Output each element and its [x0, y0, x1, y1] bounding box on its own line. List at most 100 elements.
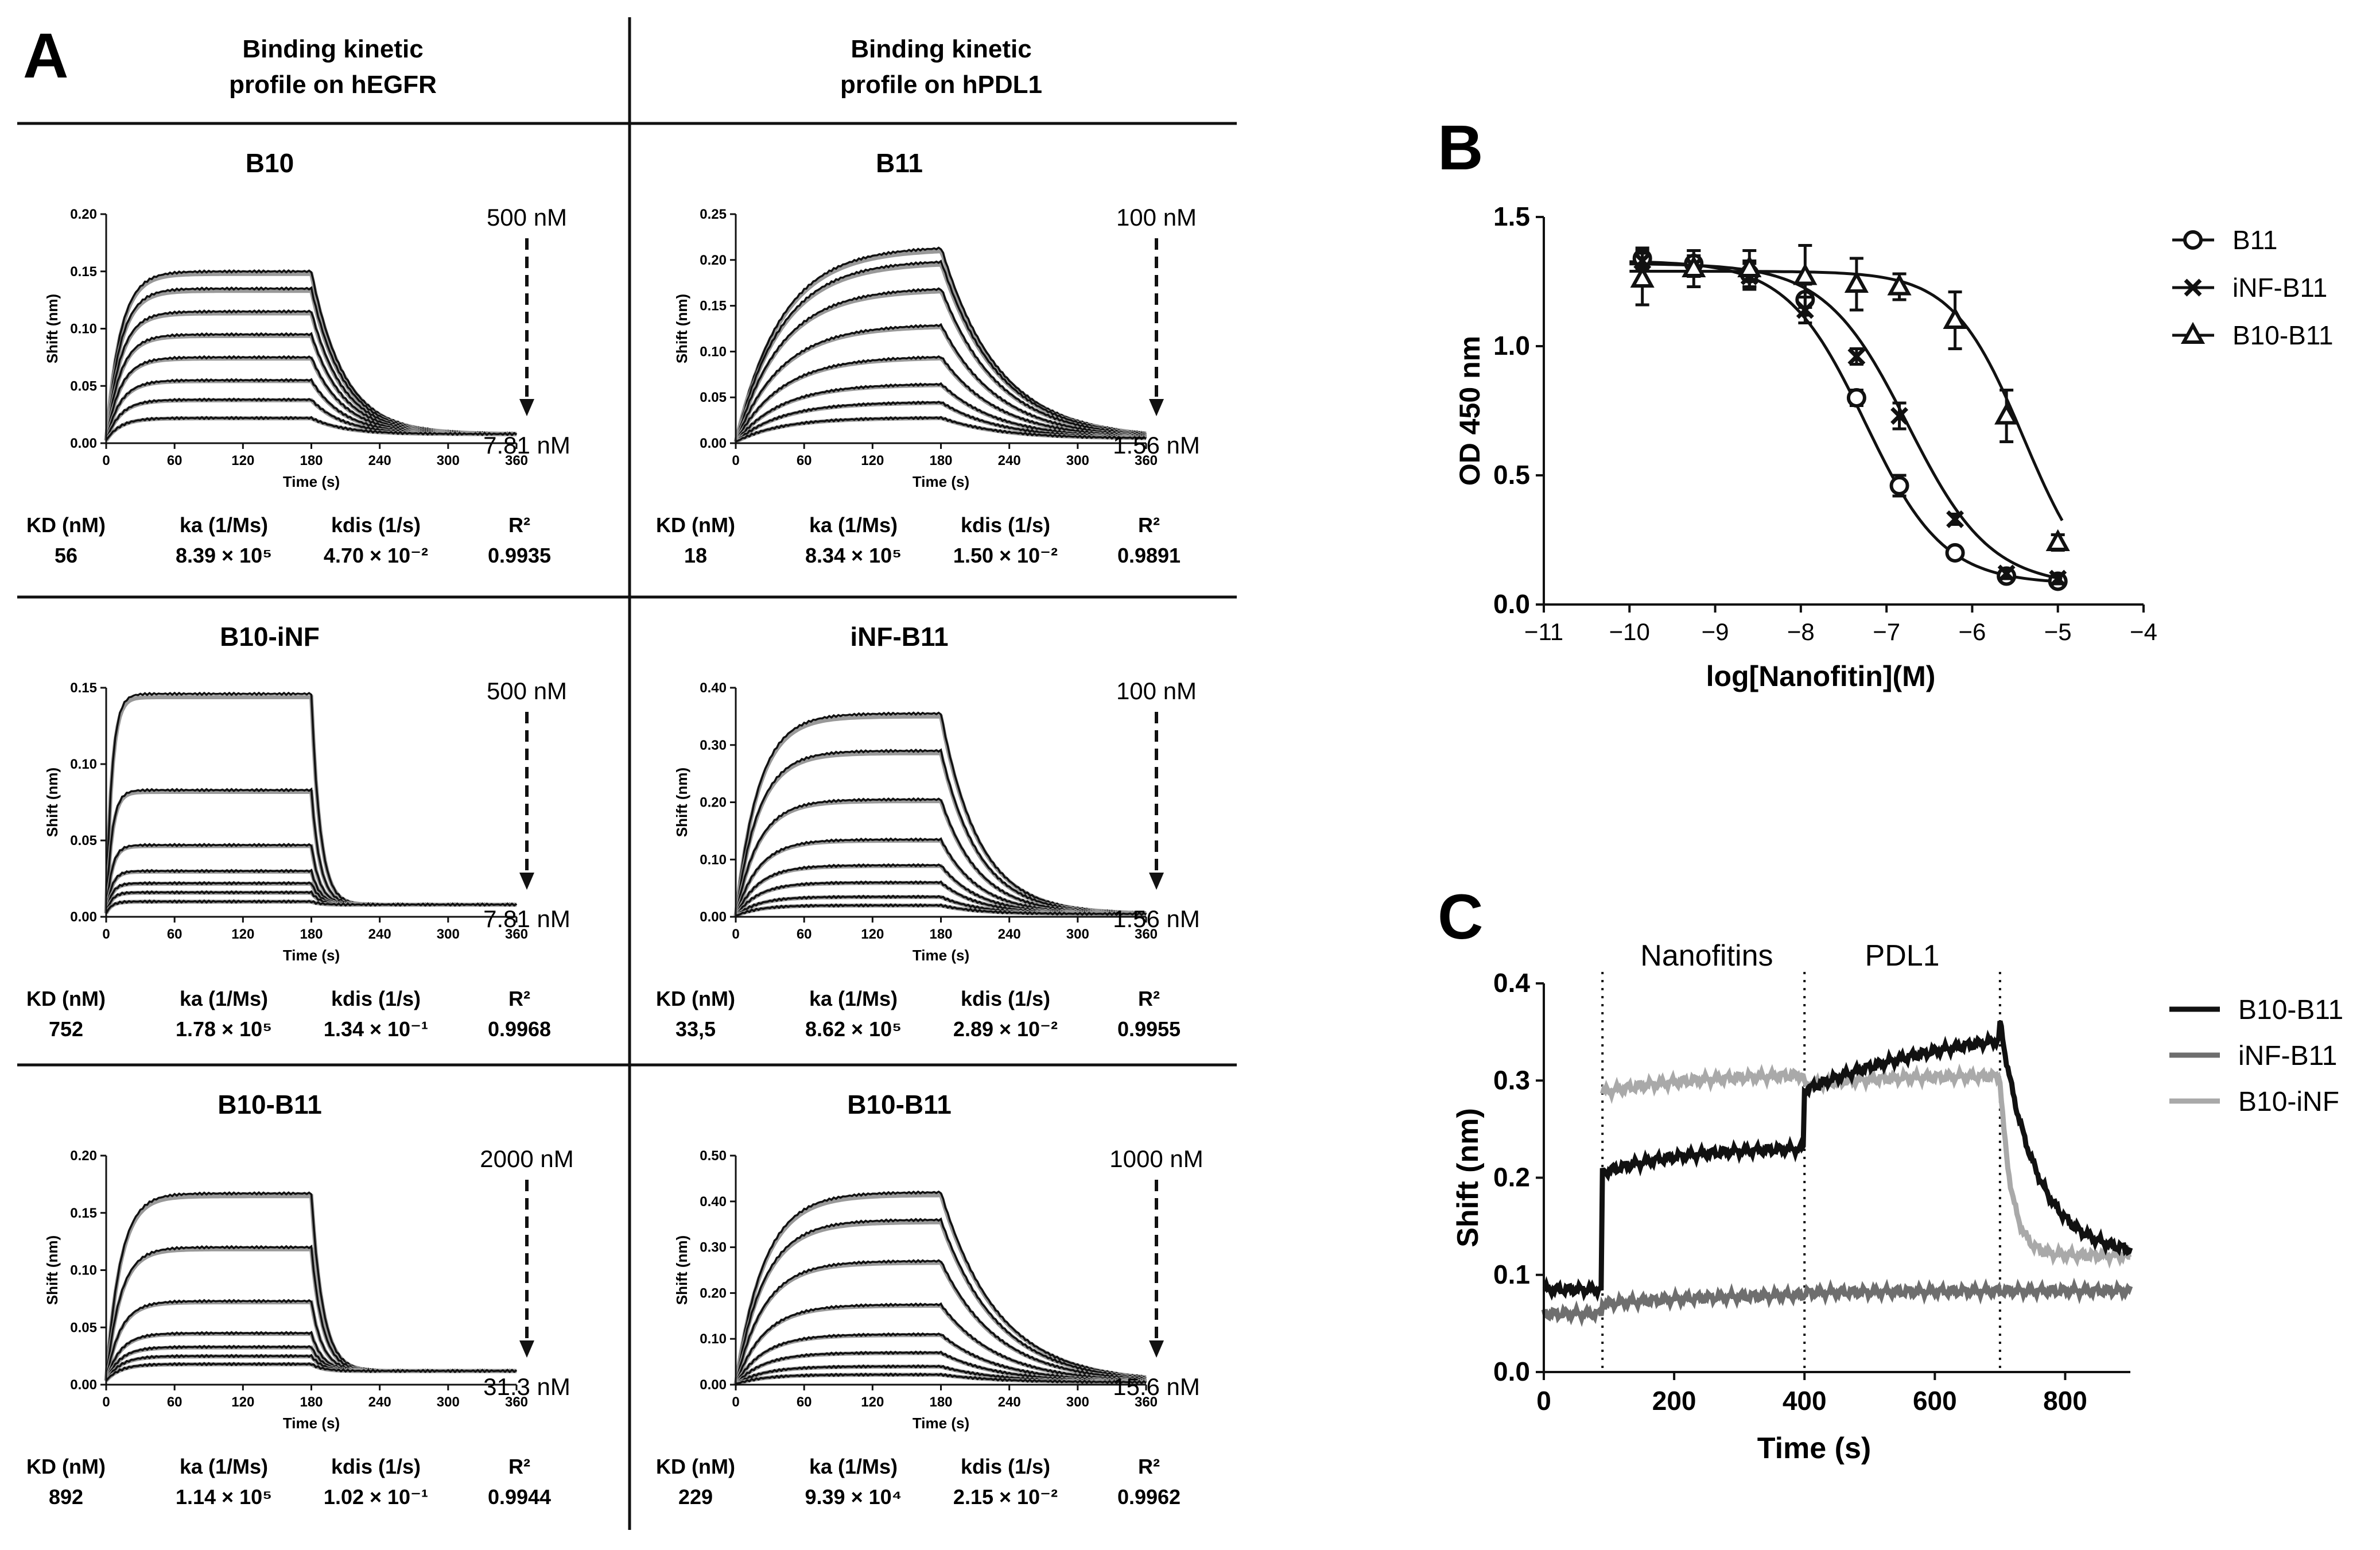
y-tick-label: 0.00	[70, 909, 97, 925]
sensorgram-trace-8	[735, 416, 1147, 443]
x-tick-label: 0	[732, 453, 739, 468]
stat-value-kd: 33,5	[675, 1017, 716, 1041]
stat-header-r2: R²	[508, 1455, 530, 1478]
fit-curve-6	[104, 1354, 517, 1382]
sensorgram-trace-2	[735, 1217, 1147, 1385]
b-x-tick-label: −4	[2130, 618, 2157, 645]
stat-value-r2: 0.9955	[1117, 1017, 1181, 1041]
y-tick-label: 0.50	[700, 1148, 727, 1164]
y-tick-label: 0.10	[70, 321, 97, 337]
x-tick-label: 120	[861, 927, 884, 942]
y-tick-label: 0.05	[70, 833, 97, 848]
y-tick-label: 0.00	[700, 909, 727, 925]
stat-value-kdis: 1.50 × 10⁻²	[953, 544, 1058, 567]
b-x-tick-label: −11	[1524, 618, 1563, 645]
x-tick-label: 360	[1135, 453, 1158, 468]
x-tick-label: 120	[231, 927, 254, 942]
c-y-tick-label: 0.2	[1493, 1162, 1530, 1192]
sensorgram-trace-8	[735, 1372, 1147, 1385]
b-point-b11	[1889, 476, 1909, 495]
stat-value-kdis: 1.02 × 10⁻¹	[324, 1485, 428, 1509]
b-point-b10-b11	[1887, 273, 1912, 296]
x-axis-label: Time (s)	[283, 473, 340, 490]
x-tick-label: 120	[861, 1394, 884, 1410]
stat-header-kd: KD (nM)	[656, 513, 735, 537]
cell-title: iNF-B11	[850, 622, 948, 652]
b-legend-label-b11: B11	[2233, 225, 2277, 255]
x-tick-label: 240	[368, 453, 391, 468]
sensorgram-trace-5	[735, 1332, 1147, 1385]
x-tick-label: 240	[998, 927, 1021, 942]
conc-bottom-label: 1.56 nM	[1113, 432, 1200, 459]
x-tick-label: 300	[437, 453, 460, 468]
y-axis-label: Shift (nm)	[673, 294, 690, 363]
y-tick-label: 0.20	[70, 207, 97, 222]
c-y-tick-label: 0.0	[1493, 1357, 1530, 1386]
conc-top-label: 1000 nM	[1109, 1145, 1203, 1172]
panel-label-a: A	[23, 21, 68, 91]
sensorgram-trace-1	[735, 1190, 1147, 1385]
stat-value-ka: 8.39 × 10⁵	[176, 544, 272, 567]
stat-value-r2: 0.9962	[1117, 1485, 1181, 1509]
conc-bottom-label: 15.6 nM	[1113, 1373, 1200, 1400]
stat-header-kd: KD (nM)	[26, 1455, 106, 1478]
b-point-b11	[1945, 543, 1965, 563]
y-tick-label: 0.15	[700, 299, 727, 314]
c-x-tick-label: 600	[1913, 1386, 1957, 1416]
x-tick-label: 60	[797, 927, 812, 942]
cell-title: B10-B11	[218, 1090, 322, 1119]
stat-header-kdis: kdis (1/s)	[331, 987, 421, 1010]
y-tick-label: 0.00	[700, 436, 727, 451]
b-x-tick-label: −7	[1873, 618, 1900, 645]
b-x-tick-label: −5	[2044, 618, 2072, 645]
b-y-tick-label: 0.0	[1493, 589, 1530, 619]
x-tick-label: 240	[368, 927, 391, 942]
x-tick-label: 300	[1066, 1394, 1089, 1410]
b-point-b11	[1846, 388, 1866, 408]
y-tick-label: 0.30	[700, 738, 727, 753]
y-axis-label: Shift (nm)	[673, 768, 690, 837]
c-legend-label-b10-inf: B10-iNF	[2238, 1087, 2339, 1117]
x-tick-label: 60	[167, 927, 183, 942]
x-tick-label: 240	[998, 453, 1021, 468]
panel-label-c: C	[1438, 882, 1483, 952]
b-point-b10-b11	[1793, 263, 1818, 285]
x-tick-label: 120	[231, 1394, 254, 1410]
c-legend-label-b10-b11: B10-B11	[2238, 995, 2343, 1025]
stat-value-kdis: 2.15 × 10⁻²	[953, 1485, 1058, 1509]
stat-header-ka: ka (1/Ms)	[180, 1455, 268, 1478]
x-tick-label: 60	[167, 1394, 183, 1410]
c-legend-label-inf-b11: iNF-B11	[2238, 1041, 2337, 1071]
b-x-tick-label: −9	[1702, 618, 1729, 645]
y-tick-label: 0.00	[700, 1377, 727, 1393]
x-tick-label: 180	[300, 927, 323, 942]
stat-header-ka: ka (1/Ms)	[180, 513, 268, 537]
y-tick-label: 0.00	[70, 1377, 97, 1393]
c-step-label-nanofitins: Nanofitins	[1640, 939, 1773, 972]
x-tick-label: 180	[300, 453, 323, 468]
x-tick-label: 0	[102, 1394, 110, 1410]
x-tick-label: 120	[231, 453, 254, 468]
stat-value-ka: 1.78 × 10⁵	[176, 1017, 272, 1041]
x-tick-label: 360	[1135, 927, 1158, 942]
c-step-label-pdl1: PDL1	[1865, 939, 1940, 972]
kinetic-cell-6: B10-B11 0 60 120 180 240 300 360 0.00 0.10 0.20 0.3…	[656, 1090, 1203, 1509]
stat-value-r2: 0.9944	[488, 1485, 551, 1509]
stat-value-r2: 0.9968	[488, 1017, 551, 1041]
stat-value-r2: 0.9891	[1117, 544, 1181, 567]
x-tick-label: 360	[505, 927, 528, 942]
stat-header-kdis: kdis (1/s)	[331, 513, 421, 537]
b-legend-marker	[2183, 230, 2203, 250]
conc-arrow-head	[1149, 399, 1164, 416]
conc-bottom-label: 7.81 nM	[483, 905, 570, 932]
x-axis-label: Time (s)	[913, 473, 969, 490]
fit-curve-5	[104, 881, 517, 914]
b-point-b10-b11	[1682, 255, 1706, 277]
stat-header-kd: KD (nM)	[656, 987, 735, 1010]
b-fit-curve-inf-b11	[1629, 262, 2063, 580]
x-tick-label: 240	[998, 1394, 1021, 1410]
kinetic-cell-2: B11 0 60 120 180 240 300 360 0.00 0.05 0.10 0.15 0.2…	[656, 148, 1200, 567]
x-tick-label: 0	[102, 927, 110, 942]
x-tick-label: 0	[102, 453, 110, 468]
